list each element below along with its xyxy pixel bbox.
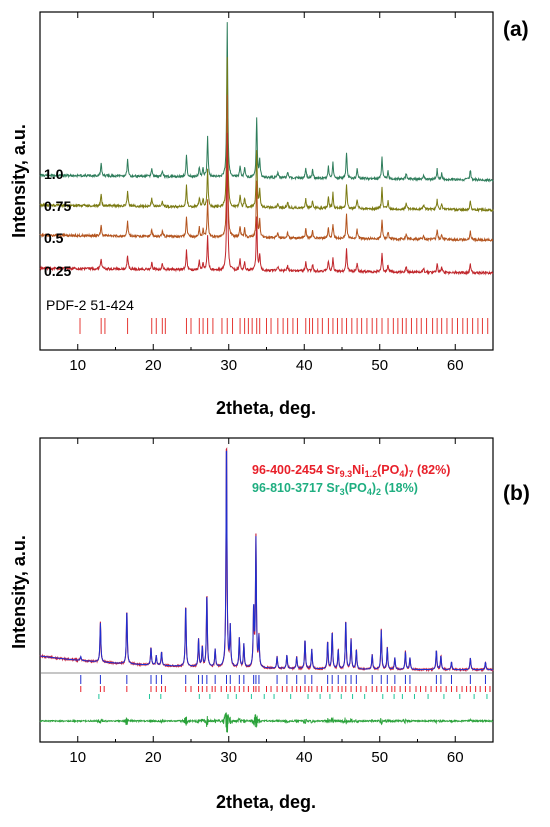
series-label-1-0: 1.0 [44,166,64,182]
legend-entry-2-sub-c: 2 [376,487,381,497]
x-axis-label: 2theta, deg. [216,792,316,812]
legend-entry-1-formula-a: Sr [326,463,339,477]
legend-entry-1: 96-400-2454 Sr9.3Ni1.2(PO4)7 (82%) [252,463,450,479]
phase-tick-rows [80,675,491,699]
series-label-0-25: 0.25 [44,263,71,279]
y-axis-label: Intensity, a.u. [9,124,29,238]
legend-entry-2-sub-a: 3 [340,487,345,497]
pattern-line [39,132,494,276]
reference-label: PDF-2 51-424 [46,297,134,313]
x-tick-label: 50 [371,357,388,374]
x-tick-label: 50 [371,749,388,766]
legend-entry-1-sub-d: 7 [409,469,414,479]
pattern-line [39,94,494,243]
x-tick-label: 10 [69,357,86,374]
legend-entry-1-fraction: (82%) [414,463,451,477]
calculated-line [39,450,493,671]
pattern-line [39,57,494,213]
x-tick-label: 60 [447,357,464,374]
x-axis-label: 2theta, deg. [216,398,316,418]
legend-entry-1-sub-b: 1.2 [365,469,378,479]
refinement-curves [39,447,494,733]
x-tick-label: 20 [145,749,162,766]
x-axis-ticks: 10 20 30 40 50 60 [39,12,494,374]
reference-bars [79,318,489,334]
legend-entry-1-sub-a: 9.3 [340,469,353,479]
panel-label-b: (b) [503,482,530,505]
legend-entry-2-fraction: (18%) [381,481,418,495]
x-tick-label: 40 [296,749,313,766]
x-tick-label: 40 [296,357,313,374]
panel-a: 10 20 30 40 50 60 PDF-2 51-424 1.0 0.75 0.5 0… [9,11,529,418]
legend-entry-2: 96-810-3717 Sr3(PO4)2 (18%) [252,481,418,497]
diffraction-patterns [39,22,494,276]
legend-entry-1-formula-d: ) [404,463,408,477]
legend-entry-2-formula-c: ) [372,481,376,495]
legend-entry-1-code: 96-400-2454 [252,463,323,477]
difference-line [39,712,494,733]
pattern-line [39,22,494,183]
y-axis-label: Intensity, a.u. [9,535,29,649]
x-tick-label: 60 [447,749,464,766]
panel-label-a: (a) [503,18,529,41]
x-tick-label: 30 [220,357,237,374]
legend-entry-2-formula-a: Sr [326,481,339,495]
panel-b: 10 20 30 40 50 60 96-400-2454 Sr9.3Ni1.2(PO4)… [9,437,530,812]
legend-entry-2-code: 96-810-3717 [252,481,323,495]
legend-entry-1-formula-b: Ni [352,463,365,477]
series-label-0-75: 0.75 [44,198,71,214]
legend-entry-2-sub-b: 4 [367,487,372,497]
legend-entry-1-formula-c: (PO [377,463,400,477]
legend-entry-2-formula-b: (PO [345,481,368,495]
x-tick-label: 10 [69,749,86,766]
x-tick-label: 20 [145,357,162,374]
x-axis-ticks: 10 20 30 40 50 60 [39,438,494,766]
series-label-0-5: 0.5 [44,230,64,246]
x-tick-label: 30 [220,749,237,766]
legend-entry-1-sub-c: 4 [399,469,404,479]
